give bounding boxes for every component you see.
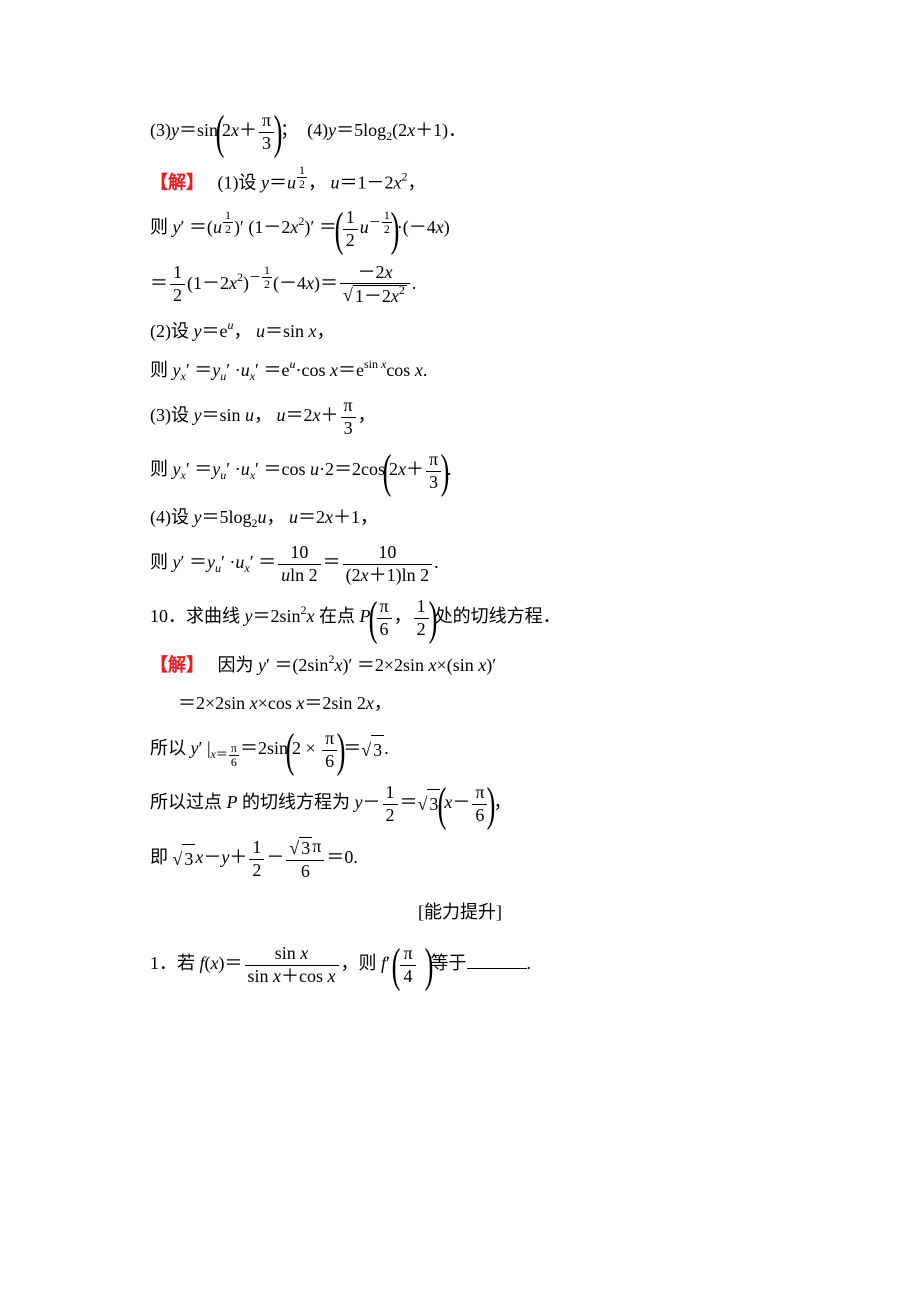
solution-10-line1: 【解】 因为 y′ ＝(2sin2x)′ ＝2×2sin x×(sin x)′ xyxy=(150,651,770,680)
solution-10-line4: 所以过点 P 的切线方程为 y－12＝√3(x－π6)， xyxy=(150,782,770,826)
answer-blank xyxy=(467,950,527,969)
solution-10-line3: 所以 y′ |x＝π6＝2sin(2 × π6)＝√3. xyxy=(150,728,770,772)
document-page: (3)y＝sin(2x＋π3)； (4)y＝5log2(2x＋1)． 【解】 (… xyxy=(0,0,920,1057)
problem-10: 10．求曲线 y＝2sin2x 在点 P(π6，12)处的切线方程． xyxy=(150,596,770,640)
solution-1-line3: ＝12(1－2x2)－12(－4x)＝－2x√1－2x2. xyxy=(150,262,770,308)
solution-10-line2: ＝2×2sin x×cos x＝2sin 2x， xyxy=(150,689,770,718)
section-header: [能力提升] xyxy=(150,898,770,927)
p3-prefix: (3) xyxy=(150,120,171,140)
solution-3-line1: (3)设 y＝sin u， u＝2x＋π3， xyxy=(150,395,770,439)
problem-3-4: (3)y＝sin(2x＋π3)； (4)y＝5log2(2x＋1)． xyxy=(150,110,770,154)
p3-y: y xyxy=(171,120,179,140)
solution-1-line2: 则 y′ ＝(u12)′ (1－2x2)′ ＝(12u－12)·(－4x) xyxy=(150,207,770,251)
solution-3-line2: 则 yx′ ＝yu′ ·ux′ ＝cos u·2＝2cos(2x＋π3). xyxy=(150,449,770,493)
solution-10-line5: 即 √3x－y＋12－√3π6＝0. xyxy=(150,836,770,882)
problem-1b: 1．若 f(x)＝sin xsin x＋cos x，则 f′ (π4 )等于. xyxy=(150,943,770,987)
solution-4-line2: 则 y′ ＝yu′ ·ux′ ＝10uln 2＝10(2x＋1)ln 2. xyxy=(150,542,770,586)
solution-label: 【解】 xyxy=(150,173,204,193)
solution-2-line1: (2)设 y＝eu， u＝sin x， xyxy=(150,317,770,346)
solution-4-line1: (4)设 y＝5log2u， u＝2x＋1， xyxy=(150,503,770,532)
solution-1-line1: 【解】 (1)设 y＝u12， u＝1－2x2， xyxy=(150,164,770,197)
solution-2-line2: 则 yx′ ＝yu′ ·ux′ ＝eu·cos x＝esin xcos x. xyxy=(150,356,770,385)
solution-label: 【解】 xyxy=(150,655,204,675)
